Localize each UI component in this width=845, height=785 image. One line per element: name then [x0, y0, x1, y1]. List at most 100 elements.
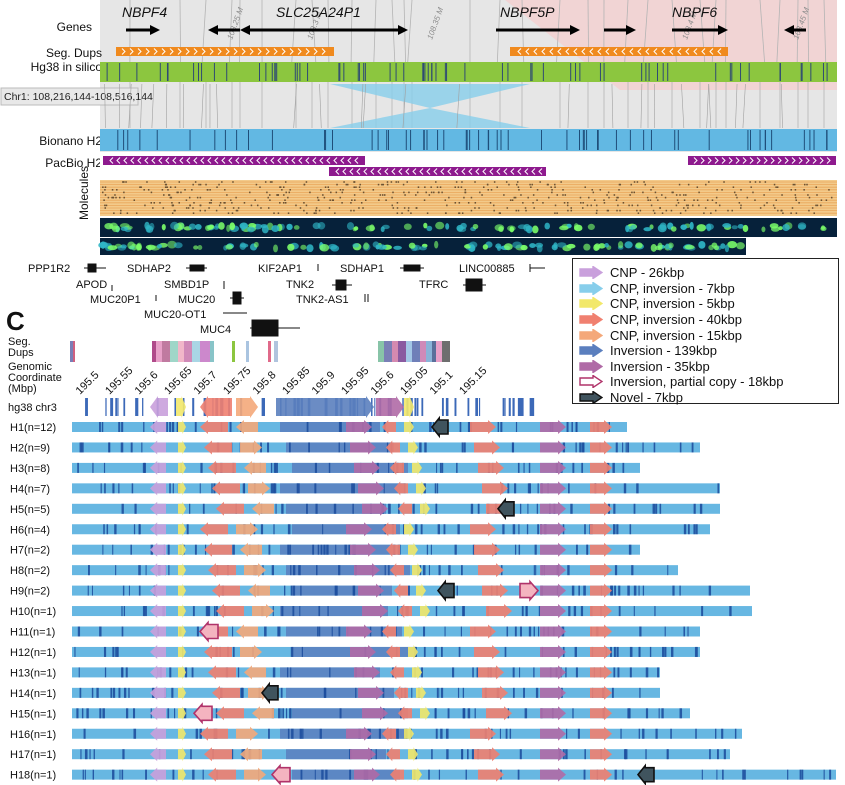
segment-arrow [416, 583, 426, 598]
segment-arrow [178, 522, 186, 537]
segment-arrow [540, 522, 566, 537]
tick-label: 195.9 [310, 369, 338, 397]
segment-arrow [178, 685, 186, 700]
legend-item: Novel - 7kbp [579, 390, 838, 406]
segment-arrow [354, 767, 380, 782]
segment-arrow [590, 726, 612, 741]
segment-arrow [244, 767, 266, 782]
segment-arrow [252, 706, 274, 721]
segment-arrow [354, 563, 380, 578]
segment-arrow [200, 420, 228, 434]
segment-arrow [486, 706, 512, 721]
legend-label: CNP, inversion - 15kbp [610, 327, 742, 343]
haplotype-track [72, 624, 700, 639]
segment-arrow [178, 747, 186, 762]
ref-band [421, 398, 424, 416]
segment-arrow [470, 420, 496, 434]
segment-arrow [398, 706, 412, 721]
ref-band [530, 398, 534, 416]
top-panel: 108.25 M 108.3 M 108.35 M 108.4 M 108.45… [0, 0, 837, 255]
gene-tfrc: TFRC [419, 279, 448, 291]
segment-arrow [270, 763, 291, 785]
segment-arrow [216, 604, 244, 619]
segment-arrow [150, 644, 166, 659]
gene-kif2ap1: KIF2AP1 [258, 263, 302, 275]
segment-arrow [420, 604, 430, 619]
segment-arrow [216, 501, 244, 516]
panel-label: C [6, 306, 25, 336]
segment-arrow [590, 481, 612, 496]
segment-arrow [150, 481, 166, 496]
haplotype-label: H3(n=8) [10, 463, 50, 475]
segment-arrow [420, 706, 430, 721]
segment-arrow [412, 665, 422, 680]
segment-arrow [236, 726, 258, 741]
segment-arrow [358, 481, 384, 496]
gene-muc4: MUC4 [200, 324, 231, 336]
segment-arrow [540, 644, 566, 659]
segment-arrow [478, 563, 504, 578]
segment-arrow [404, 726, 414, 741]
legend-item: Inversion - 35kbp [579, 359, 838, 375]
haplotype-track [72, 665, 660, 680]
haplotype-track [72, 440, 700, 455]
ref-band [117, 398, 119, 416]
gene-muc20-ot1: MUC20-OT1 [144, 309, 206, 321]
gene-linc00885: LINC00885 [459, 263, 515, 275]
segment-arrow [430, 415, 449, 439]
segment-arrow [478, 460, 504, 475]
legend-label: CNP, inversion - 7kbp [610, 280, 735, 296]
segment-arrow [486, 604, 512, 619]
segment-arrow [204, 542, 232, 557]
legend-arrow-icon [579, 281, 603, 295]
segment-arrow [192, 702, 213, 725]
haplotype-label: H13(n=1) [10, 667, 56, 679]
segment-arrow [478, 767, 504, 782]
legend-arrow-icon [579, 344, 603, 358]
haplotype-track [72, 563, 678, 578]
segment-arrow [412, 767, 422, 782]
gene-nbpf4: NBPF4 [122, 4, 167, 20]
segment-arrow [540, 460, 566, 475]
segment-arrow [404, 522, 414, 537]
segment-arrow [390, 460, 404, 475]
segment-arrow [176, 396, 186, 418]
segment-arrow [240, 747, 262, 762]
segment-arrow [178, 726, 186, 741]
legend-item: CNP, inversion - 40kbp [579, 312, 838, 328]
gene-arrows [126, 25, 806, 35]
legend-arrow-icon [579, 266, 603, 280]
bionano-track [100, 129, 837, 151]
segment-arrow [240, 440, 262, 455]
coord-label-line2: Coordinate [8, 372, 62, 384]
segment-arrow [346, 522, 372, 537]
legend-label: Inversion - 35kbp [610, 358, 710, 374]
ref-band [478, 398, 481, 416]
haplotype-track [72, 501, 720, 516]
segment-arrow [519, 579, 540, 602]
segment-arrow [354, 665, 380, 680]
segment-arrow [496, 497, 515, 521]
segment-arrow [470, 726, 496, 741]
haplotype-track [72, 726, 742, 741]
segment-arrow [346, 420, 372, 434]
segment-arrow [208, 665, 236, 680]
legend-arrow-icon [579, 375, 603, 389]
segment-arrow [200, 396, 232, 418]
segment-arrow [178, 542, 186, 557]
legend-label: CNP - 26kbp [610, 265, 685, 281]
segment-arrow [150, 583, 166, 598]
segdup-label-line1: Seg. [8, 336, 31, 348]
segment-arrow [386, 747, 400, 762]
haplotype-track [72, 644, 700, 659]
haplotype-label: H9(n=2) [10, 586, 50, 598]
tick-label: 195.65 [162, 365, 194, 397]
segment-arrow [590, 604, 612, 619]
segment-arrow [178, 665, 186, 680]
haplotype-track [72, 685, 660, 700]
ref-band [174, 398, 177, 416]
tick-label: 195.85 [280, 365, 312, 397]
segment-arrow [382, 624, 396, 639]
haplotype-label: H5(n=5) [10, 504, 50, 516]
legend-item: CNP, inversion - 15kbp [579, 327, 838, 343]
